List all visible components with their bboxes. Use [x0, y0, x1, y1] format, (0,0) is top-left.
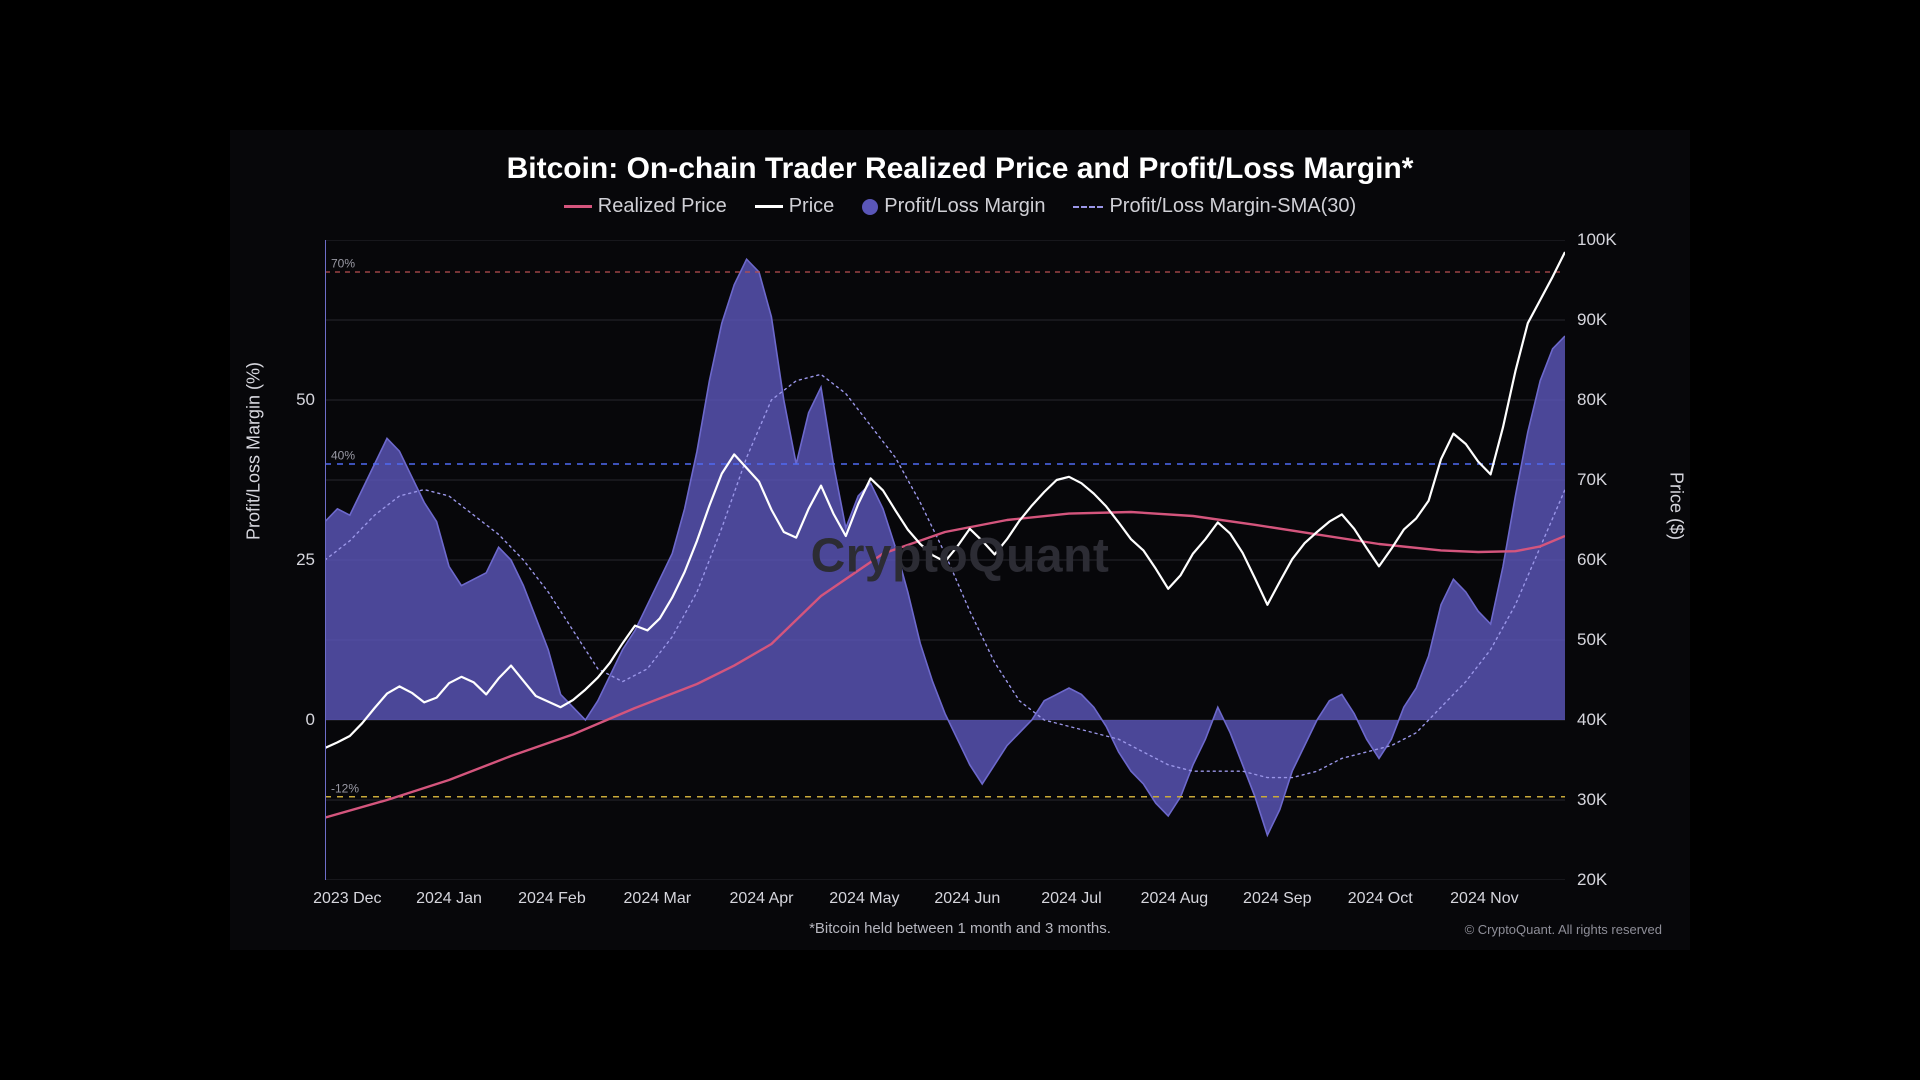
chart-svg — [325, 240, 1565, 880]
x-tick: 2023 Dec — [313, 880, 382, 908]
legend-item: Price — [755, 195, 835, 217]
legend-item: Profit/Loss Margin-SMA(30) — [1073, 195, 1356, 217]
chart-legend: Realized Price Price Profit/Loss Margin Pro… — [230, 195, 1690, 218]
y-axis-left-label: Profit/Loss Margin (%) — [244, 362, 265, 540]
x-tick: 2024 Jan — [416, 880, 482, 908]
y-right-tick: 30K — [1565, 790, 1607, 810]
legend-item: Realized Price — [564, 195, 727, 217]
y-left-tick: 25 — [296, 550, 325, 570]
chart-title: Bitcoin: On-chain Trader Realized Price … — [230, 152, 1690, 186]
legend-swatch — [1073, 206, 1103, 208]
y-left-tick: 0 — [306, 710, 325, 730]
y-right-tick: 50K — [1565, 630, 1607, 650]
legend-swatch — [755, 205, 783, 208]
y-right-tick: 90K — [1565, 310, 1607, 330]
y-left-tick: 50 — [296, 390, 325, 410]
y-right-tick: 60K — [1565, 550, 1607, 570]
plot-area: 02550 20K30K40K50K60K70K80K90K100K 2023 … — [325, 240, 1565, 880]
y-right-tick: 80K — [1565, 390, 1607, 410]
legend-item: Profit/Loss Margin — [862, 195, 1045, 217]
x-tick: 2024 Mar — [624, 880, 692, 908]
y-right-tick: 40K — [1565, 710, 1607, 730]
x-tick: 2024 May — [829, 880, 899, 908]
y-right-tick: 100K — [1565, 230, 1617, 250]
legend-swatch — [564, 205, 592, 208]
chart-frame: Bitcoin: On-chain Trader Realized Price … — [230, 130, 1690, 950]
x-tick: 2024 Oct — [1348, 880, 1413, 908]
x-tick: 2024 Aug — [1141, 880, 1209, 908]
x-tick: 2024 Feb — [518, 880, 586, 908]
y-right-tick: 20K — [1565, 870, 1607, 890]
copyright: © CryptoQuant. All rights reserved — [1465, 922, 1662, 937]
reference-line-label: -12% — [331, 781, 359, 795]
legend-swatch — [862, 199, 878, 215]
y-right-tick: 70K — [1565, 470, 1607, 490]
y-axis-right-label: Price ($) — [1666, 472, 1687, 540]
x-tick: 2024 Jun — [934, 880, 1000, 908]
x-tick: 2024 Jul — [1041, 880, 1102, 908]
reference-line-label: 40% — [331, 449, 355, 463]
reference-line-label: 70% — [331, 257, 355, 271]
x-tick: 2024 Sep — [1243, 880, 1312, 908]
x-tick: 2024 Nov — [1450, 880, 1519, 908]
x-tick: 2024 Apr — [729, 880, 793, 908]
